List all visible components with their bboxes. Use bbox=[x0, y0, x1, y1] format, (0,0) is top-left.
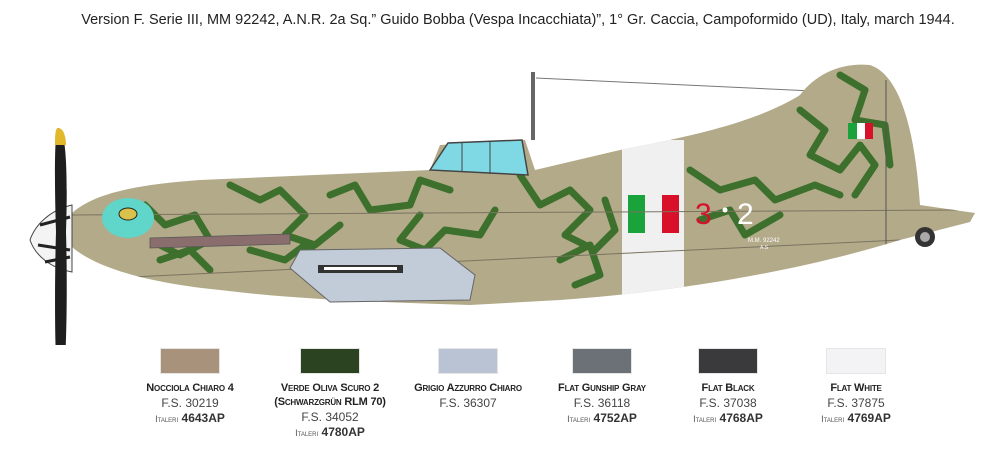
fs-number: F.S. 34052 bbox=[301, 410, 359, 424]
propeller bbox=[54, 128, 67, 345]
paint-name: Nocciola Chiaro 4 bbox=[146, 382, 234, 394]
exhaust bbox=[149, 233, 291, 249]
paint-name: Flat White bbox=[830, 382, 882, 394]
fs-number: F.S. 37875 bbox=[827, 396, 885, 410]
paint-name: Flat Black bbox=[701, 382, 755, 394]
paint-chip-flat-gunship-gray: Flat Gunship Gray F.S. 36118 Italeri 475… bbox=[527, 349, 677, 427]
paint-chip-flat-black: Flat Black F.S. 37038 Italeri 4768AP bbox=[653, 349, 803, 427]
paint-chip-nocciola-chiaro: Nocciola Chiaro 4 F.S. 30219 Italeri 464… bbox=[115, 349, 265, 427]
tail-flag bbox=[848, 123, 873, 139]
paint-code: Italeri 4768AP bbox=[693, 411, 763, 425]
paint-code: Italeri 4643AP bbox=[155, 411, 225, 425]
paint-chip-verde-oliva-scuro: Verde Oliva Scuro 2 (Schwarzgrün RLM 70)… bbox=[255, 349, 405, 441]
paint-name: Verde Oliva Scuro 2 bbox=[280, 382, 380, 394]
paint-chip-grigio-azzurro-chiaro: Grigio Azzurro Chiaro F.S. 36307 bbox=[393, 349, 543, 411]
fuselage-code-left: 3 bbox=[695, 198, 712, 231]
paint-name: Grigio Azzurro Chiaro bbox=[414, 382, 522, 394]
serial-subtext: A.S bbox=[760, 245, 769, 251]
color-swatch bbox=[699, 349, 757, 373]
wing-underside bbox=[289, 247, 476, 303]
fs-number: F.S. 36307 bbox=[439, 396, 497, 410]
aircraft-profile-illustration: 3 2 M.M. 92242 A.S bbox=[29, 64, 975, 345]
serial-number: M.M. 92242 bbox=[748, 238, 780, 244]
color-swatch bbox=[573, 349, 631, 373]
fs-number: F.S. 36118 bbox=[573, 396, 631, 410]
paint-name: Flat Gunship Gray bbox=[558, 382, 646, 394]
color-swatch bbox=[439, 349, 497, 373]
antenna-wire bbox=[535, 77, 856, 94]
fuselage-code-right: 2 bbox=[737, 198, 754, 231]
paint-subname: (Schwarzgrün RLM 70) bbox=[274, 396, 386, 408]
paint-code: Italeri 4752AP bbox=[567, 411, 637, 425]
flag-red bbox=[662, 195, 679, 233]
profile-caption: Version F. Serie III, MM 92242, A.N.R. 2… bbox=[81, 12, 955, 28]
paint-chip-flat-white: Flat White F.S. 37875 Italeri 4769AP bbox=[781, 349, 931, 427]
fs-number: F.S. 30219 bbox=[161, 396, 219, 410]
paint-code: Italeri 4780AP bbox=[295, 425, 365, 439]
color-swatch bbox=[301, 349, 359, 373]
color-swatch bbox=[161, 349, 219, 373]
color-swatch bbox=[827, 349, 885, 373]
paint-code: Italeri 4769AP bbox=[821, 411, 891, 425]
fs-number: F.S. 37038 bbox=[699, 396, 757, 410]
canopy bbox=[428, 139, 529, 176]
flag-green bbox=[628, 195, 645, 233]
